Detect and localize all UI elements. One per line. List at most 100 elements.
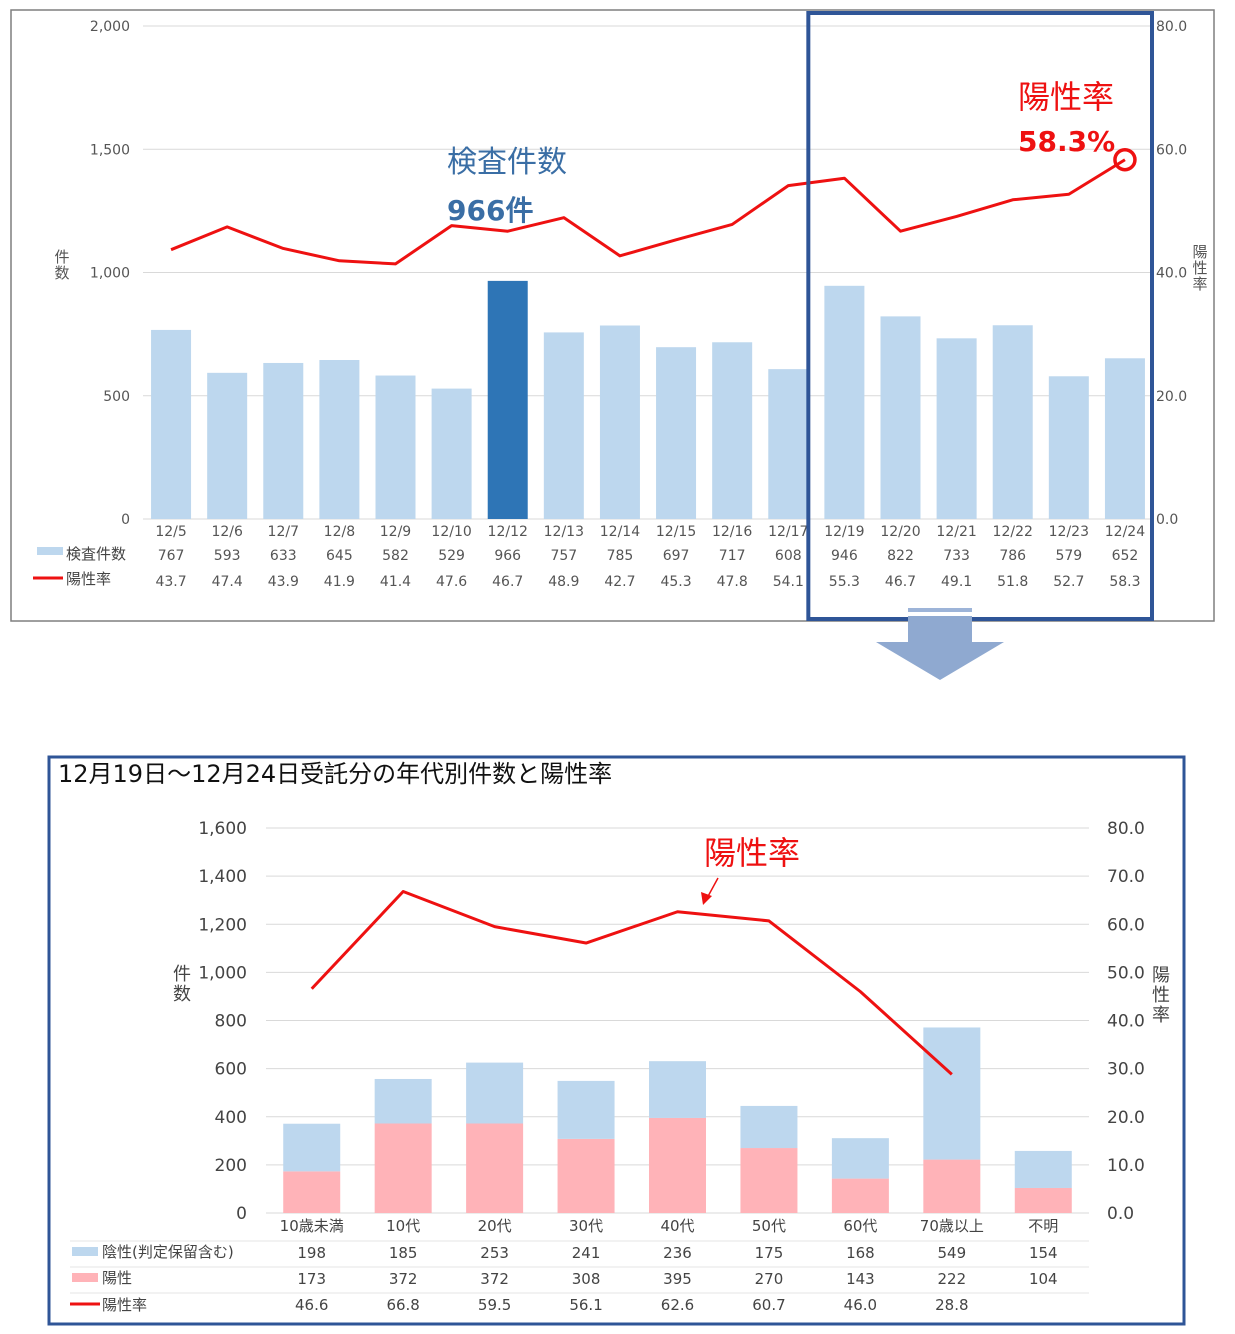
bar (936, 338, 977, 519)
positivity-line (310, 890, 953, 1076)
table-rate-cell: 47.6 (436, 574, 467, 590)
table-negative-cell: 236 (663, 1244, 692, 1262)
table-positive-cell: 372 (389, 1270, 418, 1288)
left-tick-label: 500 (103, 389, 130, 405)
legend-label-line: 陽性率 (102, 1296, 147, 1314)
x-tick-label: 12/14 (600, 524, 640, 540)
right-axis-label-char: 性 (1192, 259, 1207, 277)
left-tick-label: 1,400 (198, 867, 247, 887)
bar-positive (466, 1123, 524, 1213)
table-count-cell: 786 (999, 548, 1026, 564)
down-arrow-icon (876, 608, 1004, 680)
left-tick-label: 2,000 (90, 19, 130, 35)
right-tick-label: 20.0 (1107, 1108, 1145, 1128)
table-rate-cell: 41.4 (380, 574, 411, 590)
table-negative-cell: 185 (389, 1244, 418, 1262)
right-axis-label-char: 率 (1152, 1005, 1170, 1026)
x-tick-label: 12/20 (880, 524, 920, 540)
right-tick-label: 10.0 (1107, 1156, 1145, 1176)
x-tick-label: 12/10 (431, 524, 471, 540)
table-rate-cell: 58.3 (1109, 574, 1140, 590)
legend-label-positive: 陽性 (102, 1269, 132, 1287)
age-group-chart: 12月19日～12月24日受託分の年代別件数と陽性率 0 200 400 600 800 1… (47, 755, 1186, 1326)
table-rate-cell: 28.8 (935, 1296, 968, 1314)
right-axis-label-char: 陽 (1192, 243, 1207, 261)
x-tick-label: 12/24 (1105, 524, 1145, 540)
left-tick-label: 0 (236, 1204, 247, 1224)
table-rate-cell: 42.7 (604, 574, 635, 590)
table-rate-cell: 43.9 (268, 574, 299, 590)
bar-negative (649, 1061, 706, 1118)
table-count-cell: 697 (663, 548, 690, 564)
bar-negative (374, 1078, 432, 1124)
table-count-cell: 645 (326, 548, 353, 564)
bar (543, 332, 584, 519)
latest-point-marker (1113, 147, 1137, 172)
right-axis-label: 陽性率 (1152, 965, 1170, 1026)
table-negative-cell: 154 (1029, 1244, 1058, 1262)
table-rate-cell: 55.3 (829, 574, 860, 590)
table-rate-cell: 45.3 (660, 574, 691, 590)
table-rate-cell: 51.8 (997, 574, 1028, 590)
left-tick-label: 200 (215, 1156, 247, 1176)
bar-negative (831, 1138, 889, 1179)
table-count-cell: 582 (382, 548, 409, 564)
x-tick-label: 12/19 (824, 524, 864, 540)
table-positive-cell: 395 (663, 1270, 692, 1288)
x-tick-label: 12/6 (211, 524, 243, 540)
x-tick-label: 12/13 (544, 524, 584, 540)
left-axis-label: 件数 (54, 248, 69, 282)
table-rate-cell: 46.7 (492, 574, 523, 590)
bar-positive (649, 1117, 706, 1213)
table-positive-cell: 222 (938, 1270, 967, 1288)
bar (880, 316, 921, 519)
bar (712, 342, 753, 519)
right-tick-label: 60.0 (1156, 142, 1187, 158)
table-negative-cell: 175 (755, 1244, 784, 1262)
table-positive-cell: 308 (572, 1270, 601, 1288)
x-tick-label: 12/15 (656, 524, 696, 540)
right-tick-label: 30.0 (1107, 1060, 1145, 1080)
table-rate-cell: 43.7 (155, 574, 186, 590)
table-rate-cell: 60.7 (752, 1296, 785, 1314)
table-count-cell: 579 (1055, 548, 1082, 564)
right-tick-label: 50.0 (1107, 963, 1145, 983)
x-tick-label: 不明 (1028, 1217, 1058, 1235)
table-positive-cell: 143 (846, 1270, 875, 1288)
table-rate-cell: 62.6 (661, 1296, 694, 1314)
annotation-tests-count: 966件 (447, 194, 533, 227)
chart-title: 12月19日～12月24日受託分の年代別件数と陽性率 (58, 760, 612, 788)
x-tick-label: 12/7 (268, 524, 299, 540)
x-tick-label: 50代 (752, 1217, 786, 1235)
x-tick-label: 20代 (478, 1217, 512, 1235)
right-tick-label: 40.0 (1156, 266, 1187, 282)
left-tick-label: 400 (215, 1108, 247, 1128)
left-tick-label: 600 (215, 1060, 247, 1080)
annotation-tests: 検査件数 (447, 145, 567, 180)
x-tick-label: 30代 (569, 1217, 603, 1235)
bar-negative (1014, 1150, 1072, 1188)
table-rate-cell: 56.1 (569, 1296, 602, 1314)
daily-tests-chart: 0 500 1,000 1,500 2,000 0.0 20.0 40.0 60.0 80.0 件数… (10, 9, 1215, 622)
table-rate-cell: 46.0 (844, 1296, 877, 1314)
table-rate-cell: 46.6 (295, 1296, 328, 1314)
legend-label-line: 陽性率 (66, 570, 111, 588)
left-axis-label-char: 数 (173, 984, 191, 1005)
x-tick-label: 10代 (386, 1217, 420, 1235)
bar-positive (740, 1148, 798, 1213)
table-count-cell: 529 (438, 548, 465, 564)
left-axis-label-char: 件 (54, 248, 69, 266)
table-count-cell: 633 (270, 548, 297, 564)
bar-negative (283, 1123, 341, 1172)
bar (992, 325, 1033, 519)
x-tick-label: 60代 (843, 1217, 877, 1235)
table-count-cell: 785 (607, 548, 634, 564)
table-count-cell: 767 (158, 548, 185, 564)
x-tick-label: 12/5 (155, 524, 186, 540)
arrow-line (908, 608, 972, 612)
right-axis-label-char: 率 (1192, 275, 1207, 293)
right-tick-label: 20.0 (1156, 389, 1187, 405)
bar (824, 285, 865, 519)
table-rate-cell: 66.8 (386, 1296, 419, 1314)
